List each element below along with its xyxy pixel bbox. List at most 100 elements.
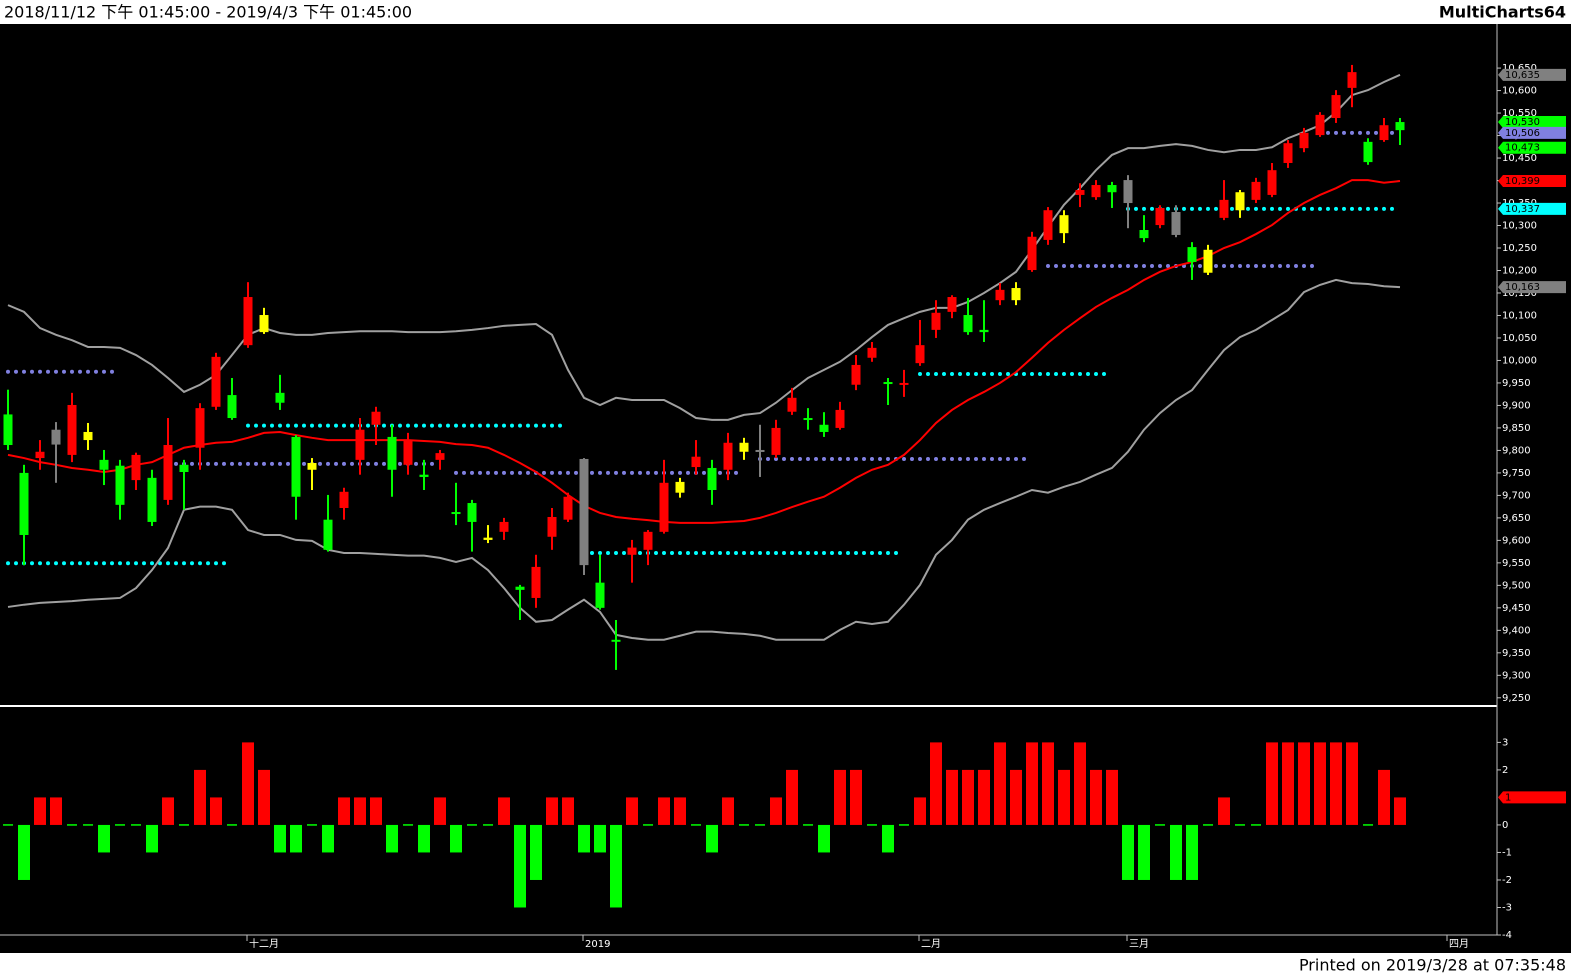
candle-body <box>1187 247 1197 262</box>
footer-bar <box>0 953 1571 977</box>
candle-body <box>579 458 589 566</box>
candle-body <box>771 427 781 455</box>
bar <box>818 824 830 853</box>
candle-body <box>643 531 653 550</box>
candle-body <box>627 547 637 555</box>
bar <box>354 797 366 825</box>
candle-body <box>163 445 173 500</box>
candle-body <box>835 409 845 428</box>
bar <box>914 797 926 825</box>
bar <box>434 797 446 825</box>
bar <box>578 824 590 853</box>
candle-body <box>1171 212 1181 235</box>
price-tag-label: 10,530 <box>1505 117 1540 128</box>
y-tick-label: 10,250 <box>1502 243 1537 254</box>
candle-body <box>259 315 269 333</box>
y-tick-label: 10,100 <box>1502 310 1537 321</box>
candle-body <box>339 491 349 508</box>
x-tick-label: 2019 <box>585 939 610 950</box>
candle-body <box>611 639 621 642</box>
y-tick-label: 9,900 <box>1502 400 1531 411</box>
candle-body <box>1251 181 1261 200</box>
price-tag <box>1498 202 1566 215</box>
candle-body <box>851 364 861 385</box>
candle-body <box>883 382 893 385</box>
x-tick-label: 十二月 <box>249 937 279 950</box>
bar <box>338 797 350 825</box>
y-tick-label: 10,450 <box>1502 153 1537 164</box>
bar <box>770 797 782 825</box>
candle-body <box>403 440 413 465</box>
candle-body <box>1395 122 1405 131</box>
y-tick-label: 10,150 <box>1502 288 1537 299</box>
y-tick-label: 10,200 <box>1502 265 1537 276</box>
price-tag-label: 10,635 <box>1505 70 1540 81</box>
bar <box>290 824 302 853</box>
bar <box>610 824 622 908</box>
bar <box>386 824 398 853</box>
candle-body <box>19 472 29 535</box>
candle-body <box>35 451 45 459</box>
bar <box>242 742 254 825</box>
price-tag-label: 10,163 <box>1505 282 1540 293</box>
candle-body <box>1235 192 1245 211</box>
candle-body <box>323 519 333 550</box>
price-tag-label: 10,473 <box>1505 143 1540 154</box>
price-tag-label: 10,337 <box>1505 204 1540 215</box>
candle-body <box>659 482 669 532</box>
candle-body <box>1315 114 1325 136</box>
bar <box>930 742 942 825</box>
candle-body <box>179 464 189 473</box>
price-tag <box>1498 126 1566 139</box>
bar <box>1058 769 1070 825</box>
candle-body <box>1155 207 1165 226</box>
y-tick-label: 9,650 <box>1502 513 1531 524</box>
bar <box>1330 742 1342 825</box>
candle-body <box>563 496 573 520</box>
bar <box>194 769 206 825</box>
bar <box>594 824 606 853</box>
candle-body <box>675 481 685 493</box>
bar <box>1266 742 1278 825</box>
y-tick-label: 2 <box>1502 765 1508 776</box>
y-tick-label: 10,300 <box>1502 221 1537 232</box>
candle-body <box>1379 125 1389 141</box>
price-tag <box>1498 68 1566 81</box>
x-tick-label: 二月 <box>921 938 941 950</box>
price-tag <box>1498 281 1566 294</box>
y-tick-label: 9,800 <box>1502 445 1531 456</box>
candle-body <box>723 442 733 470</box>
candle-body <box>1331 95 1341 119</box>
candle-body <box>531 566 541 598</box>
bar <box>882 824 894 853</box>
candle-body <box>227 395 237 419</box>
y-tick-label: 9,550 <box>1502 558 1531 569</box>
candle-body <box>83 431 93 441</box>
bar <box>370 797 382 825</box>
candle-body <box>371 411 381 425</box>
price-tag-label: 10,399 <box>1505 176 1540 187</box>
price-tag <box>1498 141 1566 154</box>
bar <box>1074 742 1086 825</box>
candle-body <box>243 297 253 346</box>
bar <box>1378 769 1390 825</box>
candle-body <box>419 474 429 477</box>
bar <box>1298 742 1310 825</box>
candle-body <box>467 503 477 522</box>
candle-body <box>755 449 765 452</box>
bar <box>946 769 958 825</box>
candle-body <box>1107 185 1117 193</box>
bar <box>786 769 798 825</box>
candle-body <box>499 521 509 532</box>
bar <box>322 824 334 853</box>
header-bar <box>0 0 1571 24</box>
candle-body <box>979 329 989 333</box>
y-tick-label: 3 <box>1502 737 1508 748</box>
bar <box>1042 742 1054 825</box>
candle-body <box>1043 210 1053 240</box>
candle-body <box>819 424 829 432</box>
candle-body <box>515 586 525 590</box>
bar <box>626 797 638 825</box>
bar <box>450 824 462 853</box>
